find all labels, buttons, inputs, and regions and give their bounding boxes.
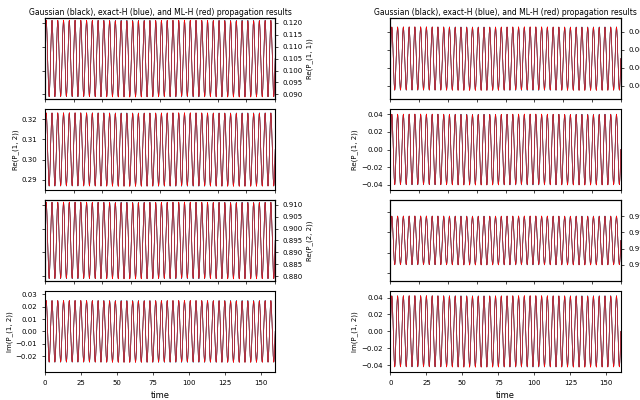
Y-axis label: Im(P_(1, 2)): Im(P_(1, 2)) (6, 311, 13, 352)
Y-axis label: Im(P_(1, 2)): Im(P_(1, 2)) (352, 311, 358, 352)
Title: Gaussian (black), exact-H (blue), and ML-H (red) propagation results: Gaussian (black), exact-H (blue), and ML… (29, 8, 291, 17)
Y-axis label: Re(P_(2, 2)): Re(P_(2, 2)) (306, 220, 312, 261)
X-axis label: time: time (496, 391, 515, 400)
Title: Gaussian (black), exact-H (blue), and ML-H (red) propagation results: Gaussian (black), exact-H (blue), and ML… (374, 8, 637, 17)
X-axis label: time: time (150, 391, 170, 400)
Y-axis label: Re(P_(1, 1)): Re(P_(1, 1)) (306, 38, 312, 79)
Y-axis label: Re(P_(1, 2)): Re(P_(1, 2)) (12, 129, 19, 170)
Y-axis label: Re(P_(1, 2)): Re(P_(1, 2)) (352, 129, 358, 170)
